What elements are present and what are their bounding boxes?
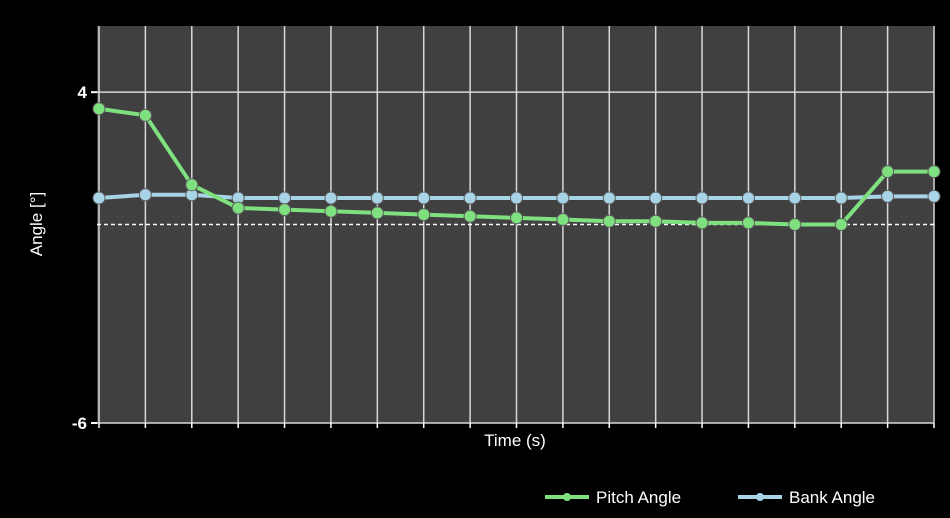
series-bank-angle	[92, 188, 941, 205]
data-point	[138, 188, 152, 202]
legend-swatch-marker	[756, 493, 764, 501]
data-point	[370, 206, 384, 220]
series-group	[92, 102, 941, 231]
data-point	[417, 208, 431, 222]
data-point	[881, 189, 895, 203]
series-pitch-angle	[92, 102, 941, 231]
data-point	[695, 216, 709, 230]
data-point	[834, 191, 848, 205]
data-point	[741, 216, 755, 230]
data-point	[556, 213, 570, 227]
y-axis-label: Angle [°]	[27, 192, 46, 256]
data-point	[927, 165, 941, 179]
legend-swatch-marker	[563, 493, 571, 501]
data-point	[510, 191, 523, 205]
data-point	[463, 191, 477, 205]
legend: Pitch Angle Bank Angle	[545, 488, 875, 507]
data-point	[927, 189, 941, 203]
data-point	[741, 191, 755, 205]
legend-label: Bank Angle	[789, 488, 875, 507]
data-point	[510, 211, 523, 225]
y-tick-label: -6	[72, 414, 87, 433]
data-point	[463, 209, 477, 223]
data-point	[881, 165, 895, 179]
data-point	[278, 191, 292, 205]
data-point	[231, 201, 245, 215]
data-point	[649, 214, 663, 228]
legend-item: Pitch Angle	[545, 488, 681, 507]
data-point	[834, 218, 848, 231]
data-point	[788, 191, 802, 205]
data-point	[417, 191, 431, 205]
y-tick-label: 4	[78, 83, 88, 102]
legend-label: Pitch Angle	[596, 488, 681, 507]
data-point	[138, 108, 152, 122]
data-point	[324, 204, 338, 218]
data-point	[324, 191, 338, 205]
data-point	[92, 191, 106, 205]
data-point	[788, 218, 802, 231]
data-point	[602, 191, 616, 205]
legend-item: Bank Angle	[738, 488, 875, 507]
data-point	[556, 191, 570, 205]
data-point	[92, 102, 106, 116]
data-point	[185, 178, 199, 192]
y-axis-ticks: 4 -6	[72, 83, 935, 433]
data-point	[602, 214, 616, 228]
data-point	[278, 203, 292, 217]
x-axis-label: Time (s)	[484, 431, 546, 450]
data-point	[370, 191, 384, 205]
data-point	[695, 191, 709, 205]
data-point	[649, 191, 663, 205]
